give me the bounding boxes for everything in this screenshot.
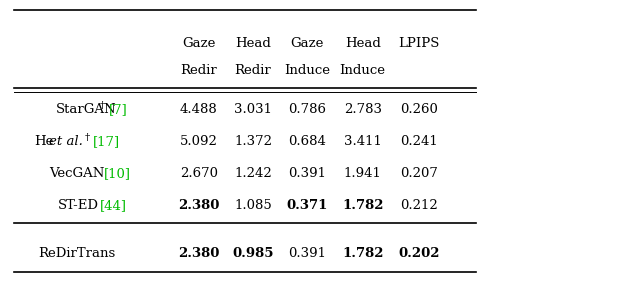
Text: Redir: Redir bbox=[180, 64, 218, 77]
Text: 1.782: 1.782 bbox=[342, 246, 383, 260]
Text: 0.985: 0.985 bbox=[232, 246, 274, 260]
Text: 1.782: 1.782 bbox=[342, 199, 383, 212]
Text: [17]: [17] bbox=[93, 135, 120, 148]
Text: Redir: Redir bbox=[235, 64, 271, 77]
Text: [7]: [7] bbox=[108, 103, 127, 116]
Text: 5.092: 5.092 bbox=[180, 135, 218, 148]
Text: Head: Head bbox=[345, 37, 381, 50]
Text: 0.207: 0.207 bbox=[400, 167, 438, 180]
Text: VecGAN: VecGAN bbox=[49, 167, 104, 180]
Text: 0.241: 0.241 bbox=[400, 135, 438, 148]
Text: †: † bbox=[85, 133, 90, 142]
Text: Gaze: Gaze bbox=[182, 37, 216, 50]
Text: †: † bbox=[100, 101, 106, 110]
Text: 1.941: 1.941 bbox=[344, 167, 381, 180]
Text: 2.380: 2.380 bbox=[179, 246, 220, 260]
Text: 0.202: 0.202 bbox=[398, 246, 440, 260]
Text: 2.783: 2.783 bbox=[344, 103, 381, 116]
Text: ReDirTrans: ReDirTrans bbox=[38, 246, 116, 260]
Text: 1.372: 1.372 bbox=[234, 135, 272, 148]
Text: 2.380: 2.380 bbox=[179, 199, 220, 212]
Text: 2.670: 2.670 bbox=[180, 167, 218, 180]
Text: 0.260: 0.260 bbox=[400, 103, 438, 116]
Text: 0.391: 0.391 bbox=[288, 246, 326, 260]
Text: [44]: [44] bbox=[100, 199, 127, 212]
Text: LPIPS: LPIPS bbox=[398, 37, 440, 50]
Text: 0.371: 0.371 bbox=[287, 199, 328, 212]
Text: Induce: Induce bbox=[340, 64, 386, 77]
Text: 1.085: 1.085 bbox=[234, 199, 272, 212]
Text: ST-ED: ST-ED bbox=[58, 199, 99, 212]
Text: et al.: et al. bbox=[49, 135, 83, 148]
Text: He: He bbox=[35, 135, 54, 148]
Text: 4.488: 4.488 bbox=[180, 103, 218, 116]
Text: 0.212: 0.212 bbox=[400, 199, 438, 212]
Text: 0.786: 0.786 bbox=[288, 103, 326, 116]
Text: Gaze: Gaze bbox=[291, 37, 324, 50]
Text: Head: Head bbox=[235, 37, 271, 50]
Text: 0.684: 0.684 bbox=[288, 135, 326, 148]
Text: StarGAN: StarGAN bbox=[56, 103, 116, 116]
Text: 1.242: 1.242 bbox=[234, 167, 272, 180]
Text: 3.031: 3.031 bbox=[234, 103, 272, 116]
Text: 0.391: 0.391 bbox=[288, 167, 326, 180]
Text: Induce: Induce bbox=[284, 64, 330, 77]
Text: [10]: [10] bbox=[104, 167, 131, 180]
Text: 3.411: 3.411 bbox=[344, 135, 381, 148]
